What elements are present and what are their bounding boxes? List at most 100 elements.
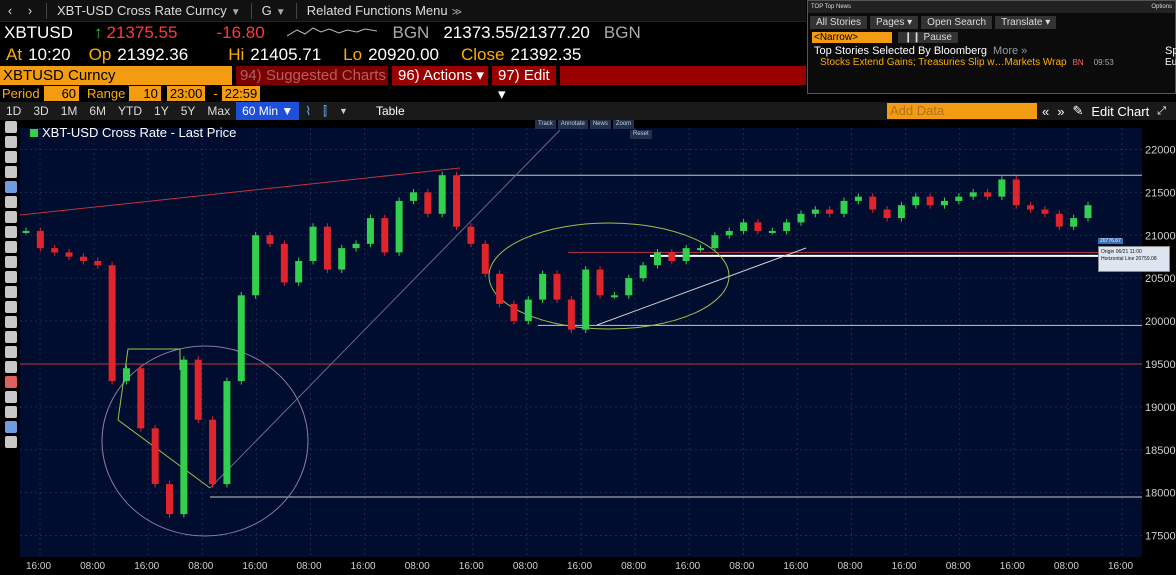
range-to-input[interactable]: 22:59 bbox=[221, 86, 261, 101]
period-input[interactable]: 60 bbox=[43, 86, 80, 101]
tab-pages[interactable]: Pages ▾ bbox=[870, 16, 919, 29]
scroll-back-button[interactable]: « bbox=[1042, 103, 1050, 119]
fib-tool-icon[interactable] bbox=[5, 196, 17, 208]
marker-tool-icon[interactable] bbox=[5, 286, 17, 298]
reset-button[interactable]: Reset bbox=[630, 130, 652, 139]
actions-menu[interactable]: 96) Actions ▾ bbox=[392, 66, 488, 85]
scroll-forward-button[interactable]: » bbox=[1057, 103, 1065, 119]
ellipse-tool-icon[interactable] bbox=[5, 361, 17, 373]
candle-body bbox=[1027, 205, 1035, 210]
lock-tool-icon[interactable] bbox=[5, 406, 17, 418]
range-1d-button[interactable]: 1D bbox=[6, 104, 22, 118]
open-label: Op bbox=[88, 45, 112, 64]
candle-body bbox=[481, 243, 489, 274]
grid-tool-icon[interactable] bbox=[5, 181, 17, 193]
cursor-tool-icon[interactable] bbox=[5, 121, 17, 133]
settings-gear-icon[interactable] bbox=[5, 436, 17, 448]
extend-tool-icon[interactable] bbox=[5, 241, 17, 253]
rectangle-tool-icon[interactable] bbox=[5, 346, 17, 358]
brush-tool-icon[interactable] bbox=[5, 391, 17, 403]
x-tick-label: 16:00 bbox=[1000, 561, 1025, 572]
candle-body bbox=[940, 200, 948, 206]
add-data-input[interactable]: Add Data bbox=[887, 103, 1037, 119]
narrow-input[interactable]: <Narrow> bbox=[812, 32, 892, 43]
security-title[interactable]: XBT-USD Cross Rate Curncy ▼ bbox=[57, 3, 241, 18]
suggested-charts-button[interactable]: 94) Suggested Charts bbox=[236, 66, 388, 85]
range-ytd-button[interactable]: YTD bbox=[118, 104, 143, 118]
period-row: Period 60 Range 10 23:00 - 22:59 bbox=[0, 85, 806, 102]
tab-open-search[interactable]: Open Search bbox=[921, 16, 993, 29]
candle-body bbox=[653, 252, 661, 266]
pen-tool-icon[interactable] bbox=[5, 151, 17, 163]
chart-canvas[interactable]: 22000 21500 21000 20500 20000 19500 19000 18500… bbox=[20, 120, 1176, 575]
candle-body bbox=[625, 278, 633, 296]
range-5y-button[interactable]: 5Y bbox=[180, 104, 196, 118]
range-1m-button[interactable]: 1M bbox=[60, 104, 78, 118]
table-button[interactable]: Table bbox=[375, 104, 405, 118]
range-input[interactable]: 10 bbox=[129, 86, 161, 101]
security-field[interactable]: XBTUSD Curncy bbox=[0, 66, 232, 85]
pause-icon: ❙❙ bbox=[904, 32, 924, 43]
range-1y-button[interactable]: 1Y bbox=[154, 104, 169, 118]
candlestick-icon[interactable]: ⫿ bbox=[323, 103, 328, 118]
candle-body bbox=[912, 196, 920, 206]
candle-body bbox=[1084, 205, 1092, 219]
candle-body bbox=[984, 192, 992, 197]
range-from-input[interactable]: 23:00 bbox=[166, 86, 206, 101]
trend-tool-icon[interactable] bbox=[5, 256, 17, 268]
candle-body bbox=[725, 230, 733, 236]
price-chart[interactable]: 22000 21500 21000 20500 20000 19500 19000 18500… bbox=[20, 120, 1176, 575]
tab-all-stories[interactable]: All Stories bbox=[810, 16, 868, 29]
frequency-dropdown[interactable]: 60 Min ▼ bbox=[236, 102, 300, 120]
line-chart-icon[interactable]: ⌇ bbox=[305, 104, 312, 118]
candle-body bbox=[1012, 179, 1020, 206]
edit-chart-button[interactable]: Edit Chart bbox=[1091, 103, 1150, 119]
forward-arrow-icon[interactable]: › bbox=[27, 3, 33, 18]
chart-toolbar: 1D 3D 1M 6M YTD 1Y 5Y Max 60 Min ▼ ⌇ ⫿ ▼… bbox=[0, 102, 1176, 120]
crosshair-tool-icon[interactable] bbox=[5, 301, 17, 313]
news-header: TOP Top News Options bbox=[808, 1, 1175, 13]
drawing-tools bbox=[3, 120, 20, 480]
ray-tool-icon[interactable] bbox=[5, 226, 17, 238]
color-tool-icon[interactable] bbox=[5, 376, 17, 388]
news-header-title: TOP Top News bbox=[811, 4, 852, 10]
candle-body bbox=[366, 218, 374, 244]
zoom-button[interactable]: Zoom bbox=[612, 120, 635, 129]
range-3d-button[interactable]: 3D bbox=[33, 104, 49, 118]
edit-menu[interactable]: 97) Edit ▾ bbox=[492, 66, 556, 103]
news-title-row: Top Stories Selected By Bloomberg More » … bbox=[814, 45, 1176, 57]
magnet-tool-icon[interactable] bbox=[5, 316, 17, 328]
x-tick-label: 16:00 bbox=[242, 561, 267, 572]
y-tick-label: 19500 bbox=[1145, 359, 1176, 371]
back-arrow-icon[interactable]: ‹ bbox=[7, 3, 13, 18]
candle-body bbox=[122, 368, 130, 382]
pause-button[interactable]: ❙❙ Pause bbox=[898, 32, 958, 43]
line-tool-icon[interactable] bbox=[5, 136, 17, 148]
arrow-tool-icon[interactable] bbox=[5, 211, 17, 223]
news-story[interactable]: Stocks Extend Gains; Treasuries Slip w…M… bbox=[820, 57, 1176, 68]
news-button[interactable]: News bbox=[589, 120, 611, 129]
story-source: BN bbox=[1072, 58, 1084, 67]
pencil-icon[interactable]: ✎ bbox=[1072, 103, 1084, 118]
news-options[interactable]: Options bbox=[1151, 4, 1172, 10]
range-max-button[interactable]: Max bbox=[207, 104, 231, 118]
undo-tool-icon[interactable] bbox=[5, 421, 17, 433]
range-6m-button[interactable]: 6M bbox=[89, 104, 107, 118]
annotate-button[interactable]: Annotate bbox=[557, 120, 588, 129]
security-row: XBTUSD Curncy 94) Suggested Charts 96) A… bbox=[0, 66, 806, 103]
trash-tool-icon[interactable] bbox=[5, 331, 17, 343]
candle-body bbox=[496, 273, 504, 304]
trend-line bbox=[596, 247, 807, 326]
text-tool-icon[interactable] bbox=[5, 271, 17, 283]
more-link[interactable]: More » bbox=[993, 45, 1028, 57]
candle-body bbox=[897, 205, 905, 219]
expand-icon[interactable]: ⤢ bbox=[1157, 104, 1166, 117]
track-button[interactable]: Track bbox=[535, 120, 556, 129]
tab-translate[interactable]: Translate ▾ bbox=[995, 16, 1057, 29]
y-tick-label: 22000 bbox=[1145, 144, 1176, 156]
related-functions-menu[interactable]: Related Functions Menu ≫ bbox=[306, 3, 463, 18]
chevron-down-icon[interactable]: ▼ bbox=[339, 106, 348, 116]
candle-body bbox=[1070, 218, 1078, 227]
channel-tool-icon[interactable] bbox=[5, 166, 17, 178]
function-mode[interactable]: G ▼ bbox=[261, 3, 286, 18]
